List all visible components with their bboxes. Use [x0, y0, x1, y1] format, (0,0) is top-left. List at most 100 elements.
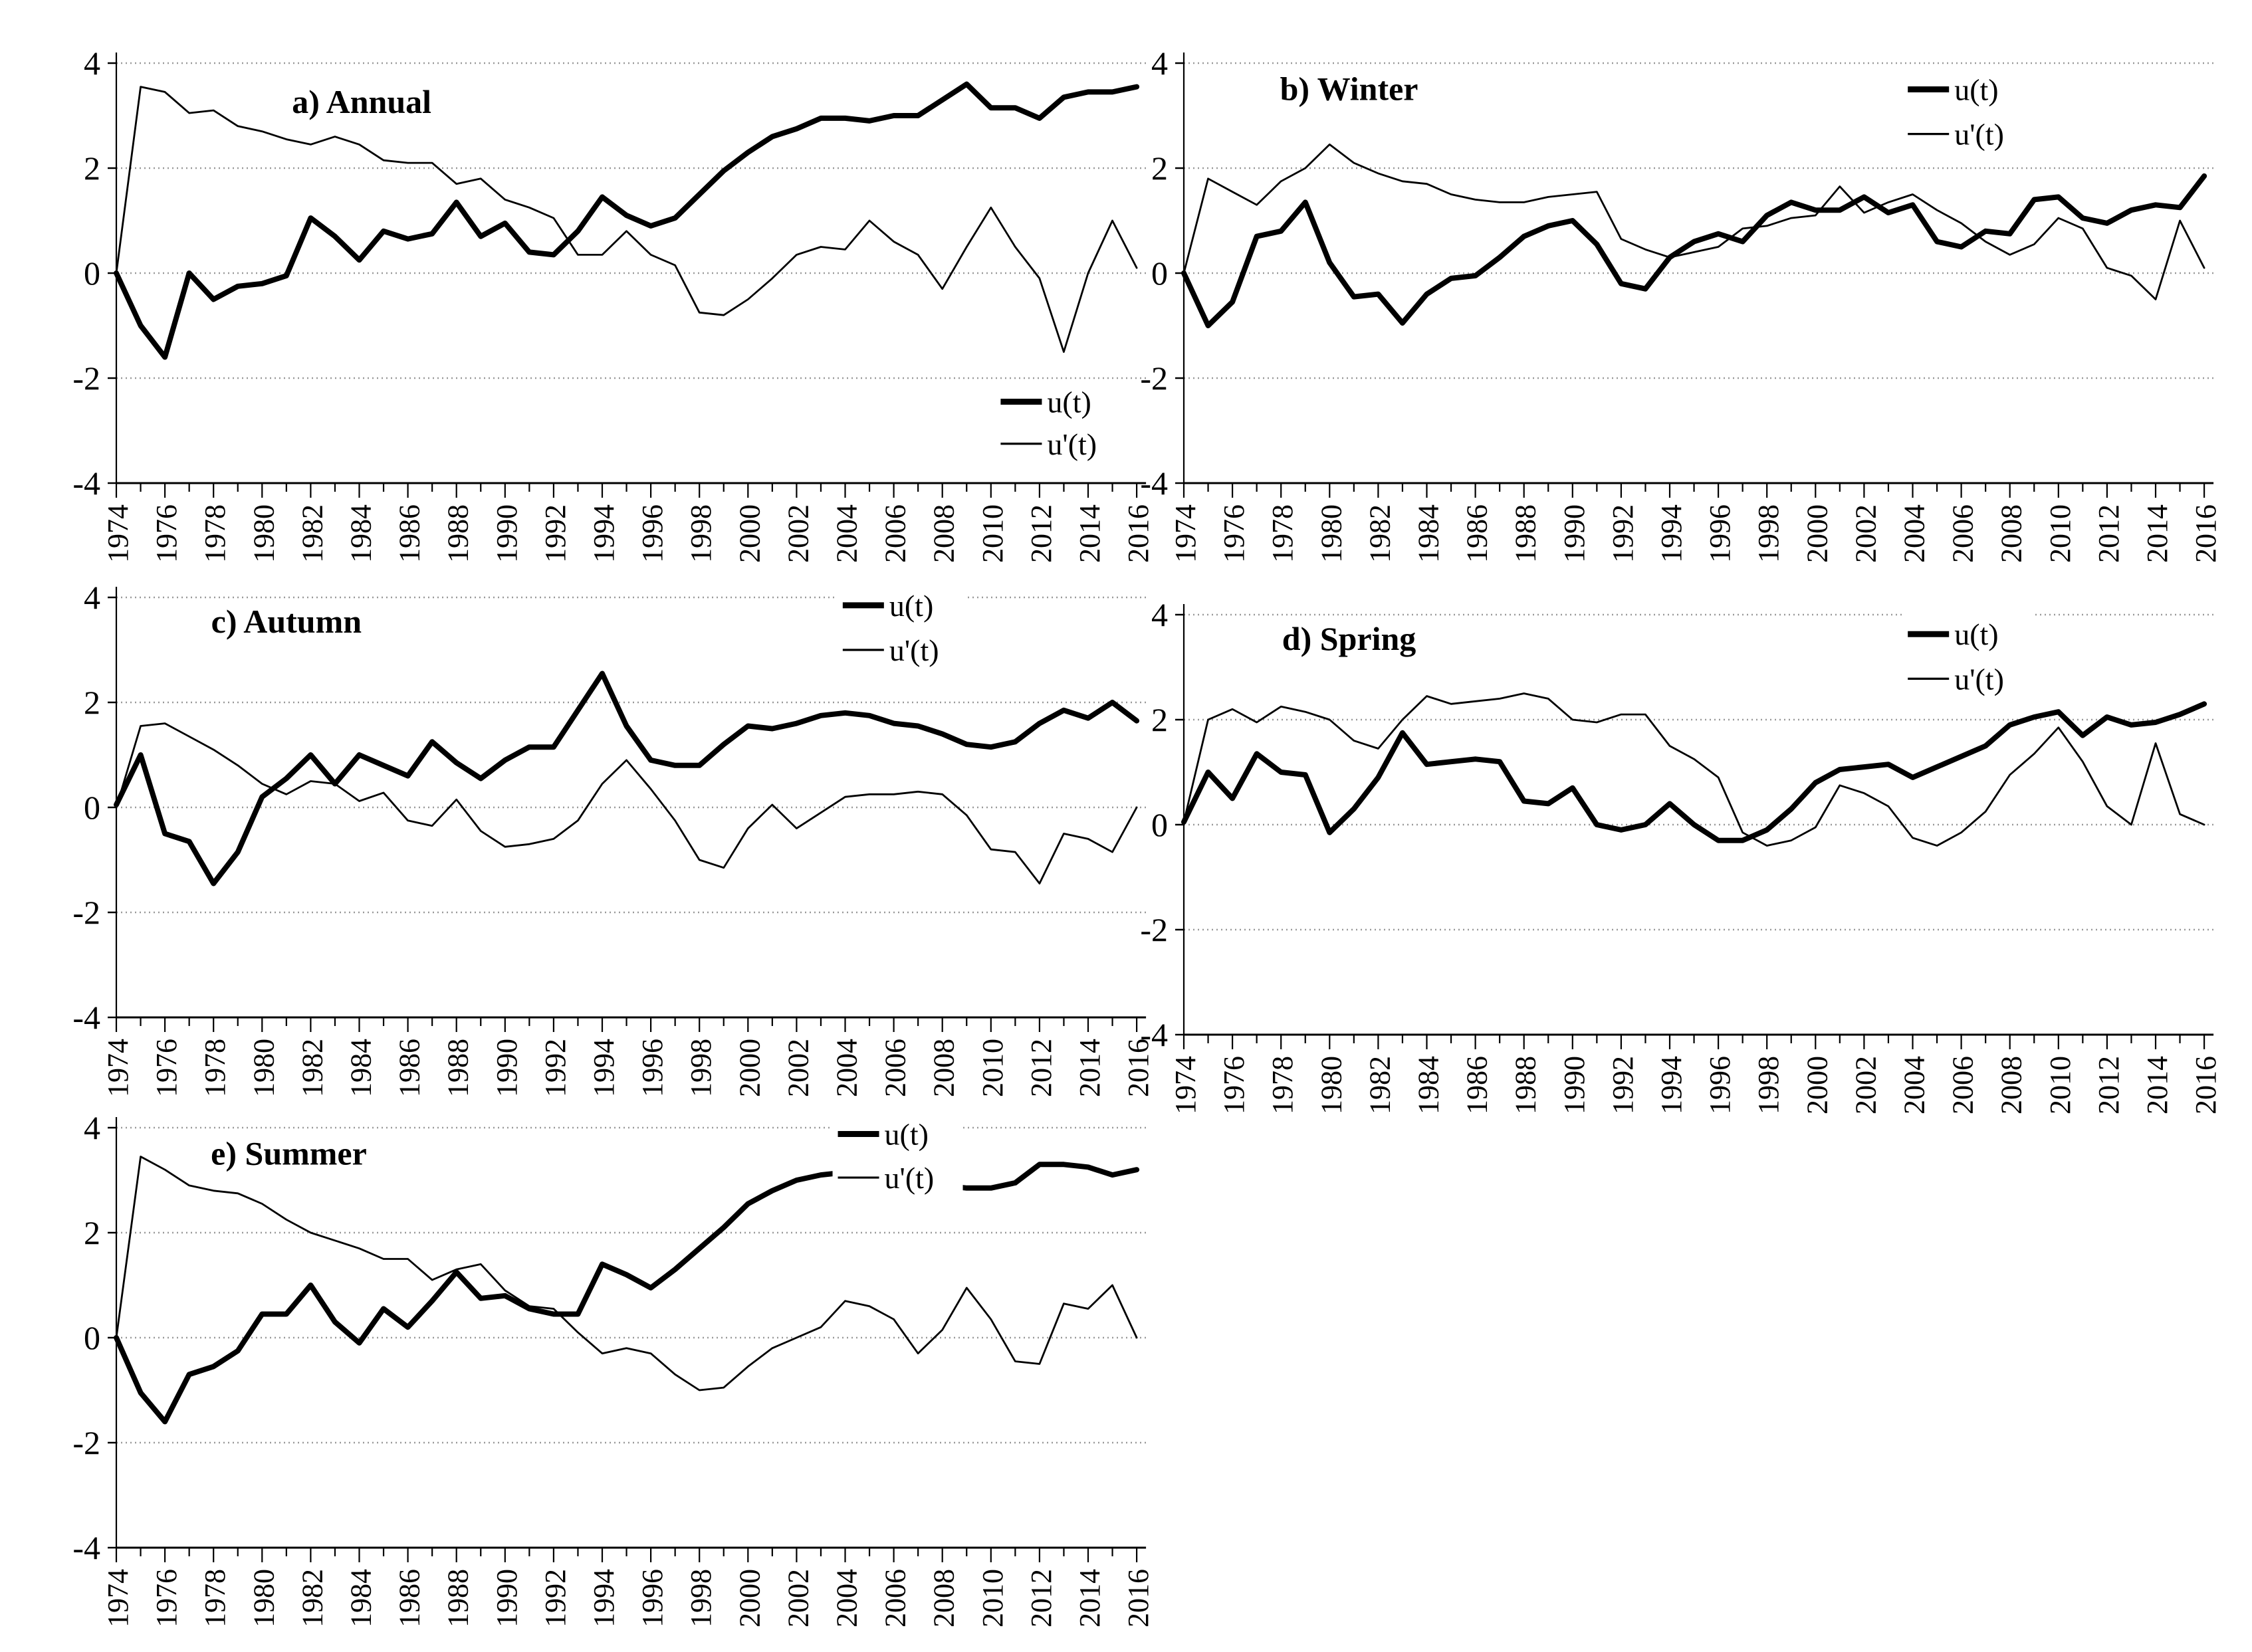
y-tick-label-4: 4 [84, 579, 100, 616]
x-tick-label-2004: 2004 [1898, 504, 1931, 563]
y-tick-label-0: 0 [84, 255, 100, 292]
x-tick-label-1976: 1976 [150, 1039, 183, 1097]
x-tick-label-1976: 1976 [150, 504, 183, 563]
x-tick-label-1978: 1978 [199, 504, 231, 563]
x-tick-label-1980: 1980 [1315, 1056, 1347, 1114]
x-tick-label-1984: 1984 [1412, 504, 1445, 563]
chart-c-legend: u(t) u'(t) [837, 583, 968, 670]
x-tick-label-2012: 2012 [1025, 1569, 1058, 1627]
legend-label-ut: u(t) [1047, 385, 1091, 419]
x-tick-label-2010: 2010 [976, 504, 1009, 563]
y-tick-label-2: 2 [84, 150, 100, 187]
x-tick-label-2016: 2016 [1122, 1569, 1155, 1627]
x-tick-label-1990: 1990 [491, 1039, 523, 1097]
x-tick-label-1984: 1984 [345, 1039, 378, 1097]
x-tick-label-1996: 1996 [636, 504, 669, 563]
x-tick-label-1982: 1982 [296, 504, 328, 563]
chart-d-title: d) Spring [1282, 620, 1416, 657]
chart-a-y-tick-labels: 4 2 0 -2 -4 [72, 45, 116, 502]
x-tick-label-2014: 2014 [1073, 504, 1106, 563]
x-tick-label-2006: 2006 [879, 504, 912, 563]
legend-label-ut: u(t) [889, 589, 933, 623]
x-tick-label-1990: 1990 [491, 504, 523, 563]
chart-a-series-ut [114, 81, 1140, 360]
x-tick-label-1986: 1986 [394, 504, 426, 563]
y-tick-label-2: 2 [1151, 701, 1168, 738]
x-tick-label-1974: 1974 [102, 1039, 134, 1097]
x-tick-label-1978: 1978 [1266, 504, 1299, 563]
x-tick-label-2012: 2012 [2092, 1056, 2125, 1114]
x-tick-label-1990: 1990 [1558, 1056, 1591, 1114]
x-tick-label-1988: 1988 [1510, 1056, 1542, 1114]
x-tick-label-2004: 2004 [831, 1039, 863, 1097]
x-tick-label-1986: 1986 [1461, 504, 1494, 563]
y-tick-label-0: 0 [84, 789, 100, 826]
chart-c-series-ut [114, 671, 1140, 886]
x-tick-label-2010: 2010 [2044, 1056, 2077, 1114]
chart-c-y-tick-labels: 4 2 0 -2 -4 [72, 579, 116, 1036]
x-tick-label-2000: 2000 [733, 1039, 766, 1097]
chart-e-series-ut-prime [115, 1156, 1138, 1392]
x-tick-label-1986: 1986 [394, 1039, 426, 1097]
chart-a-series-ut-prime [115, 86, 1138, 353]
x-tick-label-1992: 1992 [1607, 504, 1639, 563]
x-tick-label-1998: 1998 [685, 1569, 717, 1627]
x-tick-label-2002: 2002 [782, 1039, 814, 1097]
x-tick-label-1974: 1974 [1169, 1056, 1202, 1114]
x-tick-label-2010: 2010 [976, 1569, 1009, 1627]
x-tick-label-1992: 1992 [1607, 1056, 1639, 1114]
chart-d-y-tick-labels: 4 2 0 -2 -4 [1140, 596, 1184, 1053]
legend-label-ut: u(t) [1954, 617, 1998, 651]
x-tick-label-1988: 1988 [442, 504, 475, 563]
x-tick-label-2012: 2012 [2092, 504, 2125, 563]
x-tick-label-1974: 1974 [102, 504, 134, 563]
x-tick-label-2004: 2004 [831, 504, 863, 563]
x-tick-label-1996: 1996 [636, 1039, 669, 1097]
chart-d-series-ut-prime [1182, 692, 2205, 847]
x-tick-label-2006: 2006 [1947, 504, 1979, 563]
x-tick-label-2008: 2008 [928, 1039, 960, 1097]
y-tick-label-4: 4 [1151, 596, 1168, 633]
x-tick-label-2000: 2000 [733, 1569, 766, 1627]
y-tick-label--2: -2 [72, 894, 100, 931]
y-tick-label--4: -4 [72, 1529, 100, 1566]
x-tick-label-1976: 1976 [1218, 1056, 1250, 1114]
x-tick-label-1992: 1992 [539, 1569, 572, 1627]
chart-a-legend: u(t) u'(t) [995, 380, 1126, 464]
y-tick-label-0: 0 [1151, 806, 1168, 843]
y-tick-label--4: -4 [1140, 465, 1168, 502]
x-tick-label-1990: 1990 [491, 1569, 523, 1627]
chart-d-series-ut [1181, 701, 2207, 843]
chart-d-legend: u(t) u'(t) [1902, 613, 2033, 699]
x-tick-label-2008: 2008 [928, 1569, 960, 1627]
y-tick-label--4: -4 [72, 999, 100, 1036]
x-tick-label-1990: 1990 [1558, 504, 1591, 563]
y-tick-label-4: 4 [1151, 45, 1168, 82]
x-tick-label-1978: 1978 [199, 1039, 231, 1097]
chart-c-title: c) Autumn [211, 603, 362, 640]
x-tick-label-2004: 2004 [831, 1569, 863, 1627]
x-tick-label-1988: 1988 [442, 1039, 475, 1097]
x-tick-label-1984: 1984 [345, 504, 378, 563]
x-tick-label-1998: 1998 [685, 504, 717, 563]
x-tick-label-1980: 1980 [247, 1039, 280, 1097]
legend-label-ut-prime: u'(t) [885, 1161, 935, 1195]
chart-b-title: b) Winter [1280, 70, 1418, 107]
chart-a-title: a) Annual [292, 83, 431, 120]
x-tick-label-1992: 1992 [539, 504, 572, 563]
x-tick-label-2006: 2006 [1947, 1056, 1979, 1114]
x-tick-label-1996: 1996 [1704, 504, 1736, 563]
x-tick-label-1980: 1980 [1315, 504, 1347, 563]
x-tick-label-2002: 2002 [782, 504, 814, 563]
x-tick-label-2014: 2014 [2141, 504, 2174, 563]
chart-c-x-tick-labels: 1974 1976 1978 1980 1982 1984 1986 1988 1990 1992… [102, 1017, 1155, 1097]
x-tick-label-2012: 2012 [1025, 504, 1058, 563]
x-tick-label-1980: 1980 [247, 1569, 280, 1627]
x-tick-label-1976: 1976 [1218, 504, 1250, 563]
chart-e-series-ut [114, 1162, 1140, 1425]
chart-b-series-ut-prime [1182, 143, 2205, 300]
chart-c-series-ut-prime [115, 722, 1138, 884]
